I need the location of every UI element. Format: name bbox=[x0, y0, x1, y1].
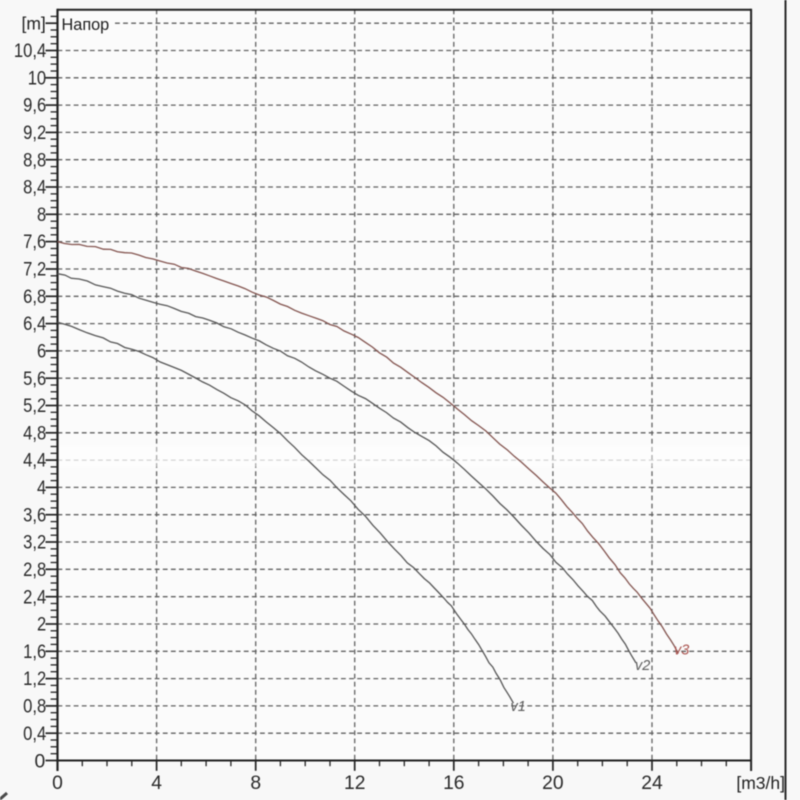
svg-text:6,8: 6,8 bbox=[23, 287, 46, 308]
svg-text:8: 8 bbox=[37, 205, 46, 226]
svg-text:0,8: 0,8 bbox=[23, 697, 46, 718]
svg-text:4: 4 bbox=[37, 478, 46, 499]
svg-text:0: 0 bbox=[34, 751, 45, 772]
svg-text:8,8: 8,8 bbox=[23, 150, 46, 171]
svg-text:9,6: 9,6 bbox=[23, 96, 46, 117]
svg-text:20: 20 bbox=[542, 773, 563, 794]
svg-text:8: 8 bbox=[250, 773, 261, 794]
svg-text:4,4: 4,4 bbox=[23, 451, 46, 472]
svg-text:24: 24 bbox=[641, 773, 663, 794]
svg-text:16: 16 bbox=[443, 773, 464, 794]
svg-text:10: 10 bbox=[28, 68, 47, 89]
svg-text:7,2: 7,2 bbox=[23, 260, 46, 281]
svg-text:5,2: 5,2 bbox=[23, 396, 46, 417]
svg-text:0: 0 bbox=[52, 773, 63, 794]
svg-text:4: 4 bbox=[151, 773, 162, 794]
svg-text:6: 6 bbox=[37, 342, 46, 363]
svg-text:2,8: 2,8 bbox=[23, 560, 46, 581]
svg-text:2,4: 2,4 bbox=[23, 587, 46, 608]
svg-text:7,6: 7,6 bbox=[23, 232, 46, 253]
svg-text:3,6: 3,6 bbox=[23, 505, 46, 526]
svg-text:[m3/h]: [m3/h] bbox=[736, 773, 785, 793]
svg-text:2: 2 bbox=[37, 615, 46, 636]
svg-text:5,6: 5,6 bbox=[23, 369, 46, 390]
svg-text:v1: v1 bbox=[511, 699, 526, 715]
svg-text:v2: v2 bbox=[635, 658, 650, 674]
svg-text:4,8: 4,8 bbox=[23, 423, 46, 444]
svg-text:6,4: 6,4 bbox=[23, 314, 46, 335]
svg-text:1,2: 1,2 bbox=[23, 669, 46, 690]
svg-text:Напор: Напор bbox=[62, 16, 110, 34]
svg-text:8,4: 8,4 bbox=[23, 178, 46, 199]
svg-text:10,4: 10,4 bbox=[14, 41, 47, 62]
svg-text:v3: v3 bbox=[674, 643, 689, 659]
svg-text:0,4: 0,4 bbox=[23, 724, 46, 745]
svg-text:3,2: 3,2 bbox=[23, 533, 46, 554]
svg-text:12: 12 bbox=[344, 773, 365, 794]
svg-text:[m]: [m] bbox=[21, 13, 45, 33]
svg-text:9,2: 9,2 bbox=[23, 123, 46, 144]
svg-text:1,6: 1,6 bbox=[23, 642, 46, 663]
